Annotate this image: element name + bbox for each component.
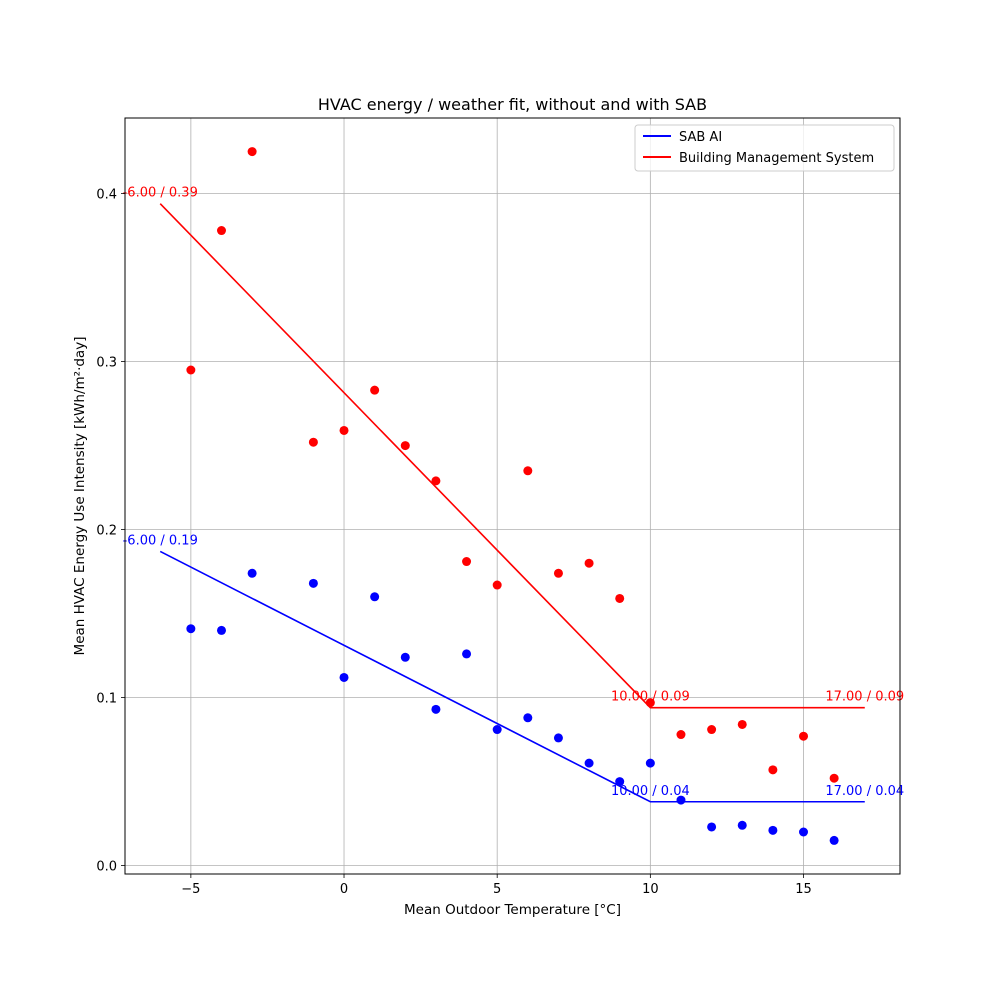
grid-layer (125, 118, 900, 874)
x-tick-label: 5 (493, 882, 501, 897)
annotations-layer: -6.00 / 0.19 10.00 / 0.04 17.00 / 0.04 -6.0… (123, 186, 905, 799)
data-point-sab-ai (584, 758, 594, 768)
chart-title: HVAC energy / weather fit, without and w… (318, 95, 707, 114)
x-axis-label: Mean Outdoor Temperature [°C] (404, 902, 621, 918)
data-point-sab-ai (615, 777, 625, 787)
y-tick-label: 0.2 (96, 524, 117, 539)
x-tick-label: −5 (181, 882, 200, 897)
data-point-bms (492, 580, 502, 590)
data-point-sab-ai (768, 825, 778, 835)
data-point-bms (186, 365, 196, 375)
data-point-bms (737, 719, 747, 729)
data-point-bms (645, 698, 655, 708)
data-point-bms (615, 593, 625, 603)
y-tick-label: 0.0 (96, 860, 117, 875)
annotation-bms: 10.00 / 0.09 (611, 690, 690, 705)
y-tick-label: 0.3 (96, 356, 117, 371)
data-points-layer (186, 147, 839, 845)
legend: SAB AI Building Management System (634, 124, 895, 172)
data-point-sab-ai (431, 704, 441, 714)
data-point-bms (462, 557, 472, 567)
ticks-layer: −5 0 5 10 15 0.0 0.1 0.2 0.3 0.4 (96, 188, 811, 897)
data-point-sab-ai (799, 827, 809, 837)
data-point-sab-ai (462, 649, 472, 659)
x-tick-label: 0 (340, 882, 348, 897)
data-point-bms (339, 425, 349, 435)
data-point-bms (523, 466, 533, 476)
data-point-sab-ai (553, 733, 563, 743)
data-point-bms (799, 731, 809, 741)
data-point-bms (768, 765, 778, 775)
data-point-bms (247, 147, 257, 157)
y-axis-label: Mean HVAC Energy Use Intensity [kWh/m²·d… (72, 337, 88, 656)
fit-line-bms (159, 203, 865, 709)
data-point-sab-ai (737, 820, 747, 830)
y-tick-label: 0.1 (96, 692, 117, 707)
y-tick-label: 0.4 (96, 188, 117, 203)
data-point-bms (553, 568, 563, 578)
x-tick-label: 15 (795, 882, 812, 897)
data-point-bms (829, 773, 839, 783)
data-point-sab-ai (186, 624, 196, 634)
data-point-bms (707, 725, 717, 735)
annotation-sab-ai: 17.00 / 0.04 (825, 784, 904, 799)
fit-lines-layer (159, 203, 865, 803)
data-point-sab-ai (645, 758, 655, 768)
data-point-bms (400, 441, 410, 451)
data-point-sab-ai (216, 625, 226, 635)
x-tick-label: 10 (642, 882, 659, 897)
data-point-bms (308, 437, 318, 447)
fit-line-sab-ai (159, 550, 865, 803)
legend-box (634, 124, 895, 172)
data-point-sab-ai (370, 592, 380, 602)
data-point-sab-ai (400, 652, 410, 662)
data-point-sab-ai (676, 795, 686, 805)
annotation-bms: -6.00 / 0.39 (123, 186, 198, 201)
data-point-bms (431, 476, 441, 486)
annotation-sab-ai: -6.00 / 0.19 (123, 533, 198, 548)
data-point-bms (216, 226, 226, 236)
legend-label-bms: Building Management System (679, 151, 874, 166)
legend-label-sab-ai: SAB AI (679, 130, 722, 145)
data-point-sab-ai (247, 568, 257, 578)
data-point-sab-ai (339, 672, 349, 682)
data-point-bms (676, 730, 686, 740)
plot-frame (124, 117, 901, 875)
data-point-bms (584, 558, 594, 568)
annotation-bms: 17.00 / 0.09 (825, 690, 904, 705)
data-point-sab-ai (707, 822, 717, 832)
data-point-sab-ai (308, 578, 318, 588)
data-point-sab-ai (492, 725, 502, 735)
data-point-bms (370, 385, 380, 395)
data-point-sab-ai (523, 713, 533, 723)
data-point-sab-ai (829, 835, 839, 845)
annotation-sab-ai: 10.00 / 0.04 (611, 784, 690, 799)
